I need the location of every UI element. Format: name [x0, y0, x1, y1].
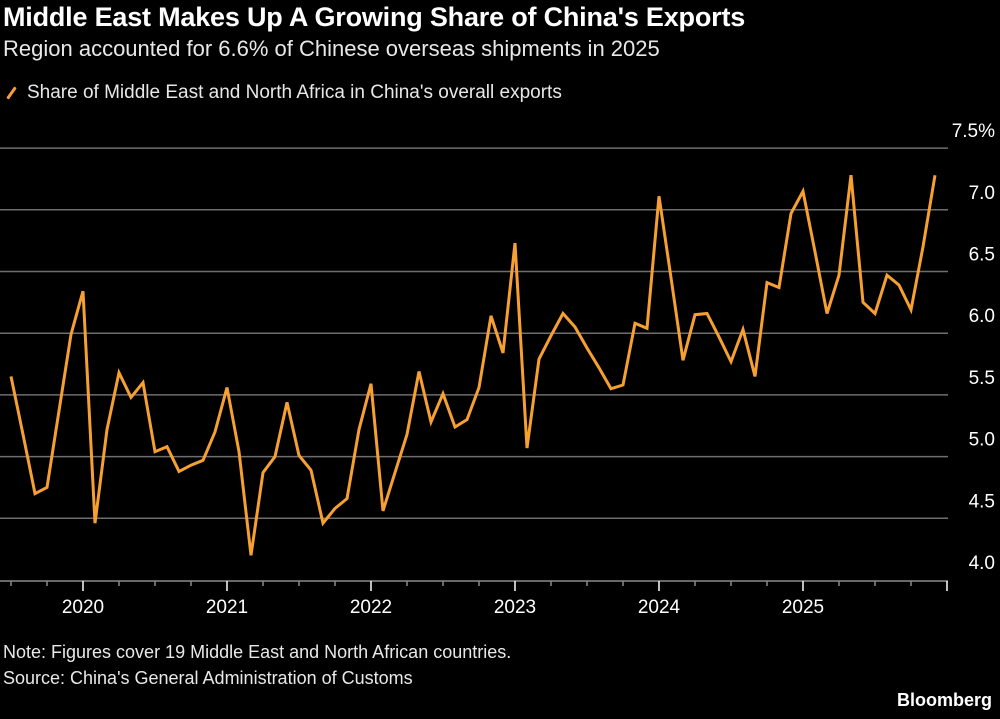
y-tick-label: 5.0 [969, 430, 995, 451]
y-tick-label: 5.5 [969, 368, 995, 389]
legend-label: Share of Middle East and North Africa in… [27, 82, 562, 103]
x-tick-label: 2020 [62, 597, 104, 618]
x-tick-label: 2022 [350, 597, 392, 618]
x-tick-label: 2024 [638, 597, 681, 618]
chart-title: Middle East Makes Up A Growing Share of … [3, 2, 746, 32]
x-tick-label: 2025 [782, 597, 824, 618]
y-tick-label: 6.0 [969, 306, 995, 327]
y-tick-label: 4.5 [969, 491, 995, 512]
y-tick-label: 4.0 [969, 553, 995, 574]
footnote: Note: Figures cover 19 Middle East and N… [3, 642, 512, 662]
chart-subtitle: Region accounted for 6.6% of Chinese ove… [3, 36, 660, 61]
y-tick-label: 7.0 [969, 183, 995, 204]
source-note: Source: China's General Administration o… [3, 668, 413, 688]
series-line [9, 174, 937, 556]
x-tick-label: 2021 [206, 597, 248, 618]
x-tick-label: 2023 [494, 597, 536, 618]
y-tick-label: 6.5 [969, 245, 995, 266]
y-tick-label: 7.5% [952, 121, 995, 142]
legend: Share of Middle East and North Africa in… [6, 82, 562, 104]
brand-logo: Bloomberg [896, 690, 992, 710]
